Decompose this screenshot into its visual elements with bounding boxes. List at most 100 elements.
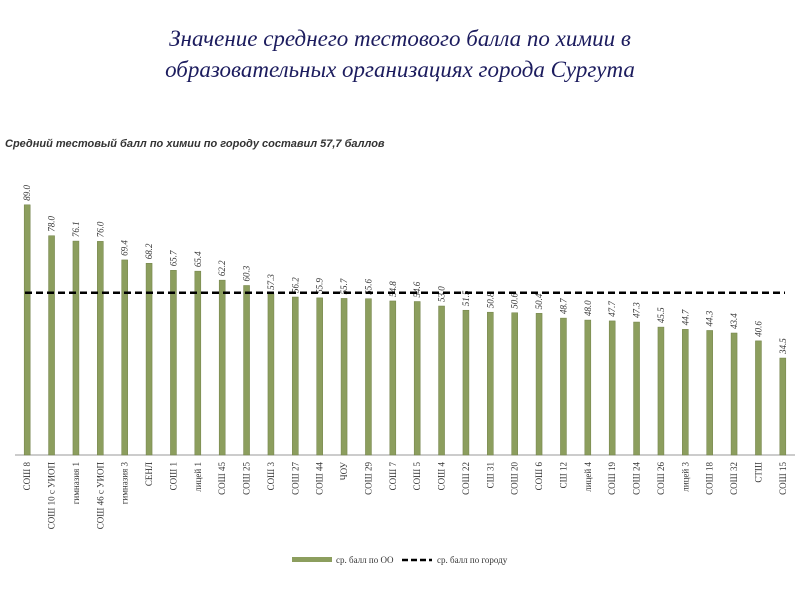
bar [340,298,348,456]
x-tick-label: СШ 12 [558,462,568,488]
bar [560,317,567,456]
bar [292,296,299,456]
data-label: 60.3 [242,265,252,281]
legend-label: ср. балл по городу [437,555,508,565]
data-label: 65.4 [193,251,203,267]
bar [243,285,250,456]
x-tick-label: СЕНЛ [144,462,154,486]
bar [145,263,153,456]
x-tick-label: СОШ 46 с УИОП [95,462,105,530]
bar [170,270,177,456]
bar [682,329,689,456]
x-tick-label: СОШ 22 [461,462,471,495]
bar [535,313,543,456]
data-label: 53.0 [437,286,447,302]
bar [72,240,80,456]
x-tick-label: СОШ 32 [729,462,739,495]
x-tick-label: СОШ 26 [656,462,666,495]
data-label: 78.0 [47,215,57,231]
bar [511,312,518,456]
bar [438,305,445,456]
data-label: 54.8 [388,281,398,297]
data-label: 48.0 [583,300,593,316]
x-tick-label: СШ 31 [485,462,495,488]
bar [779,357,787,456]
bar [121,259,128,456]
x-tick-label: лицей 3 [680,462,690,492]
bar [608,320,616,456]
legend-swatch [292,557,332,562]
bar [48,235,55,456]
data-label: 50.8 [485,292,495,308]
x-tick-label: СОШ 5 [412,462,422,491]
bar [755,340,762,456]
data-label: 40.6 [753,321,763,337]
data-label: 56.2 [290,277,300,293]
x-tick-label: гимназия 1 [71,462,81,504]
data-label: 69.4 [120,240,130,256]
x-tick-label: СОШ 18 [705,462,715,495]
x-tick-label: СОШ 8 [22,462,32,491]
x-tick-label: СОШ 45 [217,462,227,495]
bar [316,297,323,456]
data-label: 51.5 [461,290,471,306]
x-tick-label: СОШ 10 с УИОП [47,462,57,530]
data-label: 55.7 [339,278,349,294]
bar [633,321,640,456]
x-tick-label: СОШ 3 [266,462,276,491]
x-tick-label: СОШ 20 [510,462,520,495]
x-tick-label: СОШ 7 [388,462,398,491]
x-tick-label: СТШ [753,462,763,483]
data-label: 48.7 [558,298,568,314]
data-label: 50.4 [534,293,544,309]
x-tick-label: СОШ 27 [290,462,300,495]
bar [706,330,713,456]
bar [218,279,226,456]
data-label: 55.9 [315,278,325,294]
data-label: 44.3 [705,310,715,326]
bar [23,204,31,456]
bar [584,319,592,456]
legend-label: ср. балл по ОО [336,555,394,565]
x-tick-label: СОШ 15 [778,462,788,495]
x-tick-label: СОШ 19 [607,462,617,495]
bar [194,270,202,456]
x-tick-label: СОШ 44 [315,462,325,495]
bar [730,332,738,456]
data-label: 43.4 [729,313,739,329]
bar [413,301,421,456]
chart-subtitle: Средний тестовый балл по химии по городу… [5,138,385,150]
data-label: 34.5 [778,338,788,355]
data-label: 44.7 [680,309,690,325]
data-label: 55.6 [363,278,373,294]
x-tick-label: СОШ 4 [437,462,447,491]
chart-title: Значение среднего тестового балла по хим… [169,26,631,51]
x-tick-label: ЧОУ [339,461,349,480]
bar [657,326,665,456]
x-tick-label: СОШ 24 [632,462,642,495]
data-label: 54.6 [412,281,422,297]
data-label: 76.0 [95,221,105,237]
x-tick-label: СОШ 25 [242,462,252,495]
x-tick-label: гимназия 3 [120,462,130,505]
bar [487,311,494,456]
chart-title: образовательных организациях города Сург… [165,57,635,82]
bar [267,293,275,456]
data-label: 76.1 [71,221,81,237]
x-tick-label: лицей 1 [193,462,203,492]
x-tick-label: СОШ 29 [363,462,373,495]
x-tick-label: лицей 4 [583,462,593,492]
data-label: 45.5 [656,307,666,323]
x-tick-label: СОШ 6 [534,462,544,491]
bar [462,309,470,456]
data-label: 47.7 [607,301,617,317]
data-label: 47.3 [632,302,642,318]
x-tick-label: СОШ 1 [168,462,178,490]
bar [365,298,372,456]
data-label: 62.2 [217,260,227,276]
bar [389,300,397,456]
data-label: 50.6 [510,293,520,309]
data-label: 89.0 [22,185,32,201]
data-label: 65.7 [168,250,178,266]
